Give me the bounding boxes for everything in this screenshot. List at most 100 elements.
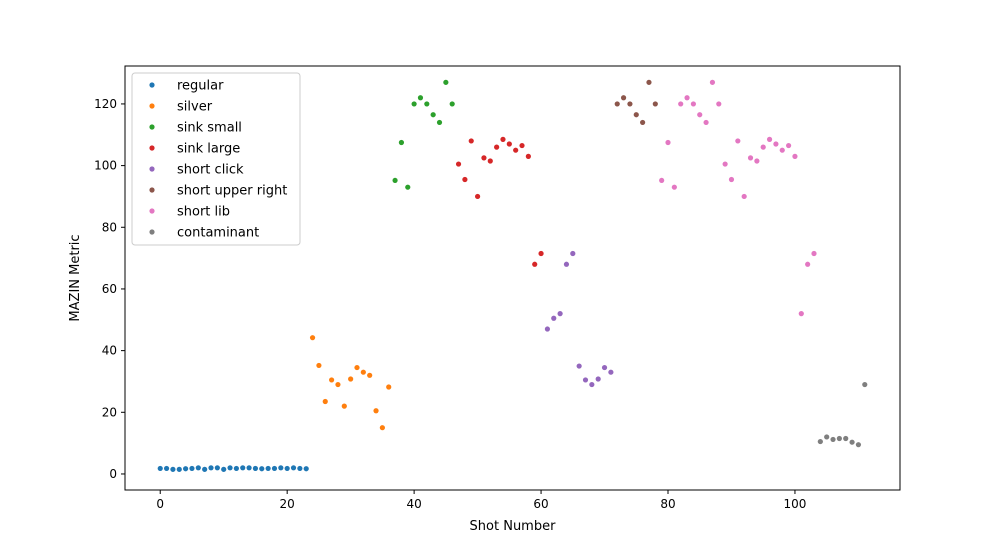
x-tick-label: 60 (533, 497, 548, 511)
data-point (532, 261, 538, 267)
data-point (659, 177, 665, 184)
data-point (779, 147, 785, 153)
series-short-click (544, 250, 614, 388)
legend-label: short upper right (177, 184, 287, 199)
data-point (513, 147, 519, 153)
y-axis-label: MAZIN Metric (68, 234, 83, 321)
data-point (303, 466, 309, 472)
data-point (195, 465, 201, 471)
legend-label: sink large (177, 142, 240, 157)
data-point (474, 193, 481, 200)
data-point (646, 79, 652, 85)
data-point (836, 435, 842, 442)
data-point (525, 153, 531, 159)
series-sink-small (392, 79, 455, 190)
data-point (608, 369, 614, 375)
data-point (329, 377, 335, 383)
data-point (170, 466, 176, 472)
data-point (214, 465, 220, 471)
legend-marker (149, 208, 155, 214)
data-point (398, 139, 405, 146)
x-tick-label: 80 (660, 497, 675, 511)
x-axis-label: Shot Number (470, 519, 557, 534)
y-tick-label: 100 (94, 159, 117, 173)
data-point (208, 465, 214, 471)
data-point (747, 155, 754, 161)
data-point (386, 384, 392, 390)
data-point (697, 112, 703, 118)
data-point (417, 95, 424, 101)
data-point (703, 119, 709, 126)
data-point (614, 101, 620, 107)
data-point (309, 335, 316, 341)
legend-marker (149, 82, 155, 88)
data-point (411, 101, 417, 107)
data-point (792, 153, 798, 159)
data-point (271, 465, 278, 472)
legend-label: short lib (177, 205, 230, 220)
data-point (855, 442, 862, 448)
x-tick-label: 20 (280, 497, 295, 511)
data-point (436, 119, 443, 126)
data-point (424, 101, 430, 107)
data-point (570, 250, 576, 257)
data-point (221, 466, 227, 472)
data-point (576, 363, 582, 369)
data-point (563, 261, 570, 267)
legend-marker (149, 145, 155, 151)
series-short-upper-right (614, 79, 658, 126)
data-point (360, 369, 366, 375)
legend-marker (149, 229, 155, 235)
data-point (227, 465, 233, 471)
data-point (443, 79, 449, 85)
data-point (341, 403, 347, 409)
legend-label: silver (177, 100, 213, 115)
data-point (709, 79, 716, 85)
data-point (690, 101, 696, 107)
y-tick-label: 20 (102, 405, 117, 419)
data-point (633, 112, 639, 118)
data-point (392, 177, 398, 184)
y-tick-label: 80 (102, 220, 117, 234)
series-sink-large (455, 136, 544, 267)
data-point (481, 155, 487, 161)
data-point (557, 311, 563, 317)
data-point (684, 95, 690, 101)
data-point (278, 465, 284, 471)
axis-ticks: 0 20 40 60 80 100 0 20 40 60 80 100 120 (94, 97, 806, 511)
data-point (824, 434, 830, 440)
data-point (322, 398, 328, 405)
data-point (430, 112, 436, 118)
data-point (754, 158, 760, 164)
data-point (805, 261, 811, 267)
data-point (157, 465, 163, 472)
data-point (354, 364, 360, 371)
data-point (601, 364, 608, 371)
y-tick-label: 120 (94, 97, 117, 111)
data-point (468, 138, 474, 144)
data-point (849, 439, 855, 445)
data-point (678, 101, 684, 107)
data-point (830, 436, 836, 443)
x-tick-label: 0 (156, 497, 164, 511)
data-point (760, 144, 766, 150)
plot-frame (124, 65, 901, 491)
data-point (335, 381, 341, 388)
data-point (741, 193, 747, 200)
data-point (405, 184, 411, 190)
series-silver (309, 335, 392, 431)
data-point (773, 141, 779, 147)
legend-box (131, 72, 301, 246)
data-point (716, 101, 722, 107)
legend-marker (149, 166, 155, 172)
data-point (316, 362, 322, 369)
series-short-lib (659, 79, 817, 317)
data-point (252, 465, 259, 472)
data-point (551, 315, 557, 321)
data-point (246, 465, 252, 471)
data-point (786, 142, 792, 149)
data-point (620, 95, 627, 101)
data-point (843, 435, 849, 442)
data-point (817, 438, 823, 445)
